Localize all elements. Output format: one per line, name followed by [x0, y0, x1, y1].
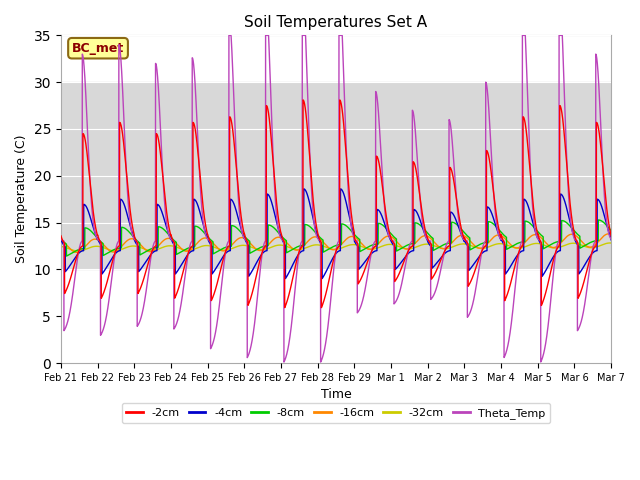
Legend: -2cm, -4cm, -8cm, -16cm, -32cm, Theta_Temp: -2cm, -4cm, -8cm, -16cm, -32cm, Theta_Te… — [122, 403, 550, 423]
Title: Soil Temperatures Set A: Soil Temperatures Set A — [244, 15, 428, 30]
X-axis label: Time: Time — [321, 388, 351, 401]
Text: BC_met: BC_met — [72, 42, 124, 55]
Y-axis label: Soil Temperature (C): Soil Temperature (C) — [15, 135, 28, 264]
Bar — [61, 82, 611, 269]
